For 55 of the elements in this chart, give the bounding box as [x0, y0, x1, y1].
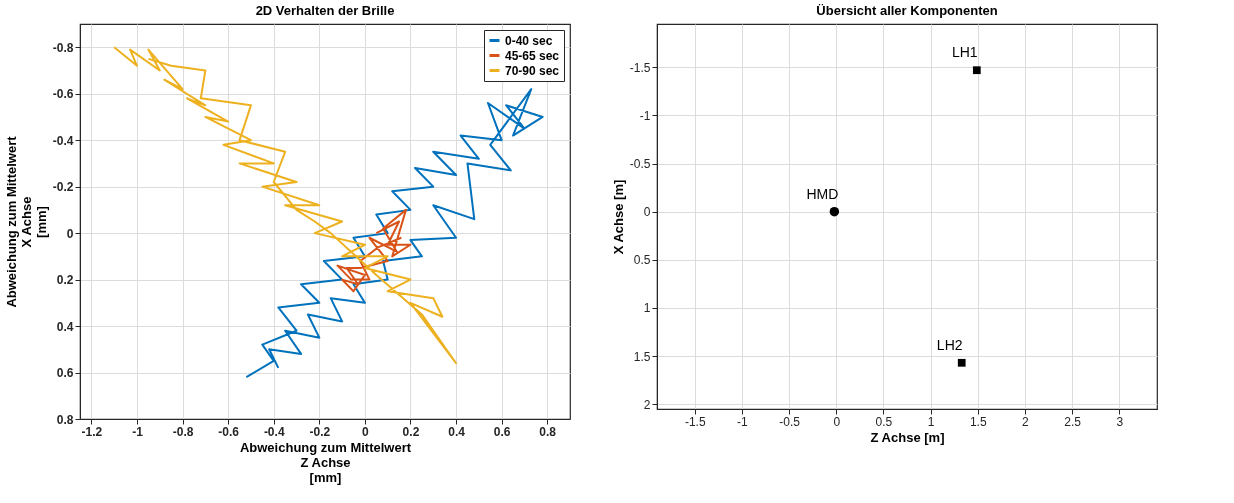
x-tick-label: 0.2	[402, 424, 420, 439]
chart-title: Übersicht aller Komponenten	[816, 3, 998, 18]
point	[957, 358, 966, 367]
x-tick-label: -1	[737, 414, 749, 429]
y-tick-label: 1	[643, 301, 651, 316]
y-tick-label: -0.4	[52, 133, 74, 148]
y-tick-label: -0.8	[52, 40, 74, 55]
series-label: HMD	[806, 185, 839, 202]
x-tick-label: 0	[362, 424, 370, 439]
line-series	[245, 88, 544, 379]
y-tick-label: 0.6	[56, 366, 74, 381]
x-tick-label: 2.5	[1064, 414, 1082, 429]
y-tick-label: 2	[643, 397, 651, 412]
series-label: LH2	[936, 336, 963, 353]
legend-label: 0-40 sec	[505, 33, 553, 48]
x-tick-label: 1.5	[969, 414, 987, 429]
x-tick-label: -0.8	[172, 424, 194, 439]
y-axis-title: Abweichung zum Mittelwert X Achse [mm]	[3, 135, 49, 308]
x-tick-label: -1.5	[684, 414, 706, 429]
x-tick-label: -0.6	[218, 424, 240, 439]
y-tick-label: -0.2	[52, 180, 74, 195]
x-tick-label: 1	[927, 414, 935, 429]
x-tick-label: -0.2	[309, 424, 331, 439]
y-tick-label: -1	[639, 108, 651, 123]
line-series	[336, 208, 412, 293]
x-tick-label: 3	[1116, 414, 1124, 429]
x-tick-label: 2	[1022, 414, 1030, 429]
x-axis-title: Abweichung zum Mittelwert Z Achse [mm]	[239, 439, 412, 485]
x-tick-label: -1	[132, 424, 144, 439]
y-axis-title: X Achse [m]	[610, 179, 626, 255]
legend-label: 70-90 sec	[505, 63, 560, 78]
y-tick-label: -0.5	[629, 157, 651, 172]
y-tick-label: 0.4	[56, 319, 74, 334]
line-series	[113, 46, 458, 365]
y-tick-label: 0.5	[633, 253, 651, 268]
point	[829, 206, 840, 217]
x-tick-label: 0.5	[875, 414, 893, 429]
chart-title: 2D Verhalten der Brille	[255, 3, 395, 18]
y-tick-label: -0.6	[52, 87, 74, 102]
x-tick-label: 0.6	[493, 424, 511, 439]
x-tick-label: 0.8	[539, 424, 557, 439]
x-tick-label: 0.4	[448, 424, 466, 439]
y-tick-label: 0	[66, 226, 74, 241]
series-label: LH1	[951, 44, 978, 61]
point	[972, 66, 981, 75]
x-tick-label: -1.2	[81, 424, 103, 439]
y-tick-label: -1.5	[629, 60, 651, 75]
y-tick-label: 0	[643, 205, 651, 220]
legend-label: 45-65 sec	[505, 48, 560, 63]
x-axis-title: Z Achse [m]	[870, 429, 945, 445]
y-tick-label: 1.5	[633, 349, 651, 364]
x-tick-label: 0	[833, 414, 841, 429]
x-tick-label: -0.4	[263, 424, 285, 439]
x-tick-label: -0.5	[779, 414, 801, 429]
y-tick-label: 0.2	[56, 273, 74, 288]
